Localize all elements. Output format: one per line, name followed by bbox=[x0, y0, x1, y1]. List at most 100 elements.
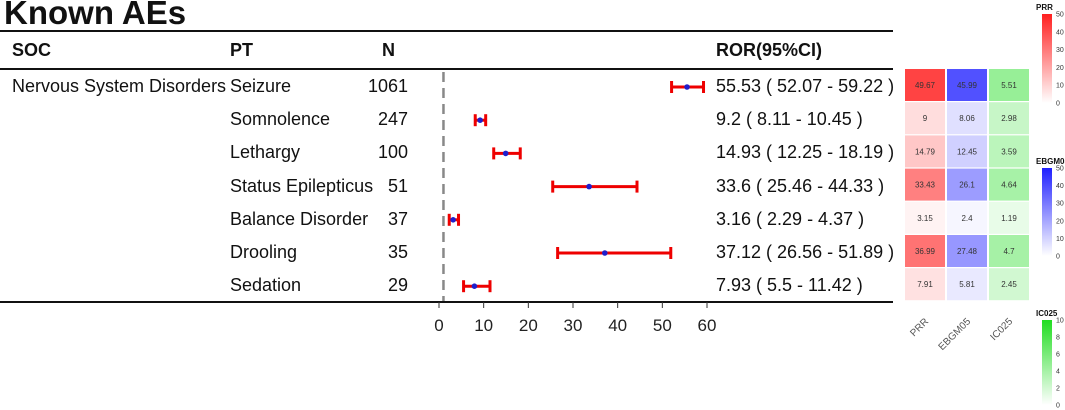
heatmap-value: 2.45 bbox=[1001, 280, 1017, 289]
heatmap-value: 12.45 bbox=[957, 147, 978, 156]
legend-colorbar bbox=[1042, 168, 1052, 256]
pt-label: Drooling bbox=[230, 242, 298, 262]
legend-tick-label: 10 bbox=[1056, 236, 1064, 243]
legend-title: PRR bbox=[1036, 3, 1053, 12]
top-rule bbox=[0, 30, 893, 32]
header-soc: SOC bbox=[12, 40, 52, 60]
pt-label: Balance Disorder bbox=[230, 208, 369, 229]
x-tick-label: 0 bbox=[434, 316, 443, 335]
n-count: 1061 bbox=[367, 76, 408, 96]
n-count: 247 bbox=[377, 109, 408, 130]
ror-text: 37.12 ( 26.56 - 51.89 ) bbox=[716, 242, 895, 262]
heatmap-value: 2.98 bbox=[1001, 114, 1017, 123]
n-count: 35 bbox=[387, 242, 408, 262]
heatmap-value: 1.19 bbox=[1001, 214, 1017, 223]
x-tick-label: 40 bbox=[608, 316, 627, 335]
legend-tick-label: 10 bbox=[1056, 83, 1064, 90]
heatmap-cell bbox=[947, 201, 987, 234]
pt-label: Somnolence bbox=[230, 109, 331, 130]
point-estimate bbox=[602, 250, 608, 256]
legend-tick-label: 0 bbox=[1056, 254, 1060, 261]
heatmap-value: 5.81 bbox=[959, 280, 975, 289]
x-tick-label: 30 bbox=[564, 316, 583, 335]
heatmap-value: 8.06 bbox=[959, 114, 975, 123]
heatmap-cell bbox=[947, 235, 987, 267]
heatmap-cell bbox=[905, 102, 945, 135]
heatmap-cell bbox=[905, 268, 945, 301]
heatmap-column-label: PRR bbox=[908, 316, 931, 339]
heatmap-column-label: IC025 bbox=[988, 316, 1015, 343]
heatmap-value: 26.1 bbox=[959, 181, 975, 190]
x-tick-label: 20 bbox=[519, 316, 538, 335]
figure-title: Known AEs bbox=[4, 0, 187, 31]
x-tick-label: 60 bbox=[698, 316, 717, 335]
bottom-rule bbox=[0, 301, 893, 303]
heatmap-cell bbox=[905, 235, 945, 267]
point-estimate bbox=[450, 217, 456, 223]
legend-tick-label: 4 bbox=[1056, 369, 1060, 376]
n-count: 100 bbox=[377, 142, 408, 163]
legend-title: IC025 bbox=[1036, 309, 1058, 318]
point-estimate bbox=[477, 117, 483, 123]
heatmap-cell bbox=[905, 168, 945, 201]
heatmap-cell bbox=[947, 268, 987, 301]
heatmap-value: 4.64 bbox=[1001, 181, 1017, 190]
point-estimate bbox=[471, 283, 478, 290]
heatmap-cell bbox=[989, 235, 1029, 267]
legend-tick-label: 0 bbox=[1056, 101, 1060, 108]
legend-tick-label: 30 bbox=[1056, 47, 1064, 54]
heatmap-cell bbox=[905, 201, 945, 234]
heatmap-value: 36.99 bbox=[915, 247, 936, 256]
point-estimate bbox=[586, 183, 592, 190]
pt-label: Sedation bbox=[230, 275, 302, 296]
heatmap-cell bbox=[989, 168, 1029, 201]
n-count: 37 bbox=[387, 208, 408, 229]
legend-tick-label: 40 bbox=[1056, 183, 1064, 190]
ror-text: 7.93 ( 5.5 - 11.42 ) bbox=[716, 275, 863, 296]
heatmap-cell bbox=[905, 135, 945, 168]
ror-text: 9.2 ( 8.11 - 10.45 ) bbox=[716, 109, 863, 130]
soc-label: Nervous System Disorders bbox=[12, 76, 227, 96]
heatmap-cell bbox=[905, 69, 945, 101]
legend-tick-label: 2 bbox=[1056, 386, 1060, 393]
heatmap-cell bbox=[947, 69, 987, 101]
point-estimate bbox=[502, 150, 509, 157]
x-tick-label: 10 bbox=[474, 316, 493, 335]
heatmap-value: 14.79 bbox=[915, 147, 936, 156]
heatmap-value: 5.51 bbox=[1001, 81, 1017, 90]
heatmap-cell bbox=[947, 102, 987, 135]
pt-label: Seizure bbox=[230, 76, 292, 96]
n-count: 51 bbox=[387, 175, 408, 196]
legend-tick-label: 50 bbox=[1056, 12, 1064, 19]
header-rule bbox=[0, 68, 893, 70]
heatmap-cell bbox=[989, 102, 1029, 135]
heatmap-value: 33.43 bbox=[915, 181, 936, 190]
header-n: N bbox=[382, 40, 395, 60]
heatmap-value: 49.67 bbox=[915, 81, 936, 90]
heatmap-value: 3.59 bbox=[1001, 147, 1017, 156]
heatmap-cell bbox=[989, 69, 1029, 101]
legend-tick-label: 6 bbox=[1056, 352, 1060, 359]
heatmap-cell bbox=[989, 268, 1029, 301]
pt-label: Status Epilepticus bbox=[230, 175, 374, 196]
legend-tick-label: 20 bbox=[1056, 65, 1064, 72]
heatmap-value: 3.15 bbox=[917, 214, 933, 223]
heatmap-value: 2.4 bbox=[961, 214, 973, 223]
legend-tick-label: 8 bbox=[1056, 335, 1060, 342]
legend-tick-label: 50 bbox=[1056, 166, 1064, 173]
heatmap-cell bbox=[947, 168, 987, 201]
legend-tick-label: 10 bbox=[1056, 318, 1064, 325]
legend-colorbar bbox=[1042, 14, 1052, 103]
x-tick-label: 50 bbox=[653, 316, 672, 335]
header-ror: ROR(95%CI) bbox=[716, 40, 823, 60]
legend-tick-label: 0 bbox=[1056, 403, 1060, 410]
legend-colorbar bbox=[1042, 320, 1052, 405]
ror-text: 14.93 ( 12.25 - 18.19 ) bbox=[716, 142, 895, 163]
header-pt: PT bbox=[230, 40, 254, 60]
legend-title: EBGM05 bbox=[1036, 157, 1065, 166]
heatmap-cell bbox=[989, 135, 1029, 168]
legend-tick-label: 30 bbox=[1056, 201, 1064, 208]
